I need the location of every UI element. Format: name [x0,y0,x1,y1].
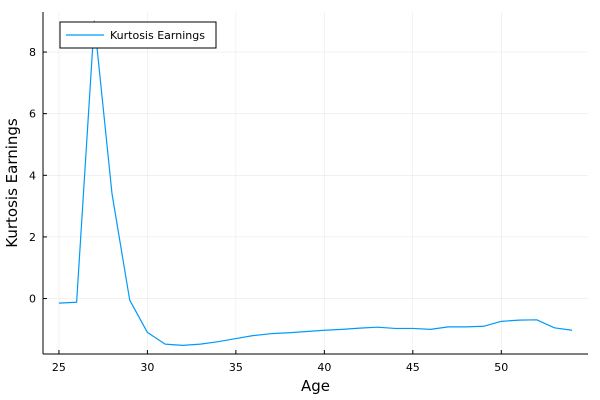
grid-lines [43,12,588,354]
x-tick-label: 40 [317,361,331,374]
x-tick-label: 50 [494,361,508,374]
tick-labels: 25 30 35 40 45 50 0 2 4 6 8 [29,46,508,374]
y-tick-label: 8 [29,46,36,59]
x-axis-title: Age [301,377,330,395]
legend: Kurtosis Earnings [59,21,217,49]
y-tick-label: 4 [29,169,36,182]
x-tick-label: 25 [52,361,66,374]
x-tick-label: 35 [229,361,243,374]
y-tick-label: 0 [29,293,36,306]
axes [42,12,588,355]
x-tick-label: 45 [406,361,420,374]
y-tick-label: 2 [29,231,36,244]
x-tick-label: 30 [140,361,154,374]
series-line-0 [58,20,573,346]
legend-label: Kurtosis Earnings [110,29,205,42]
y-tick-label: 6 [29,108,36,121]
y-axis-title: Kurtosis Earnings [3,118,21,248]
series-lines [58,20,573,346]
